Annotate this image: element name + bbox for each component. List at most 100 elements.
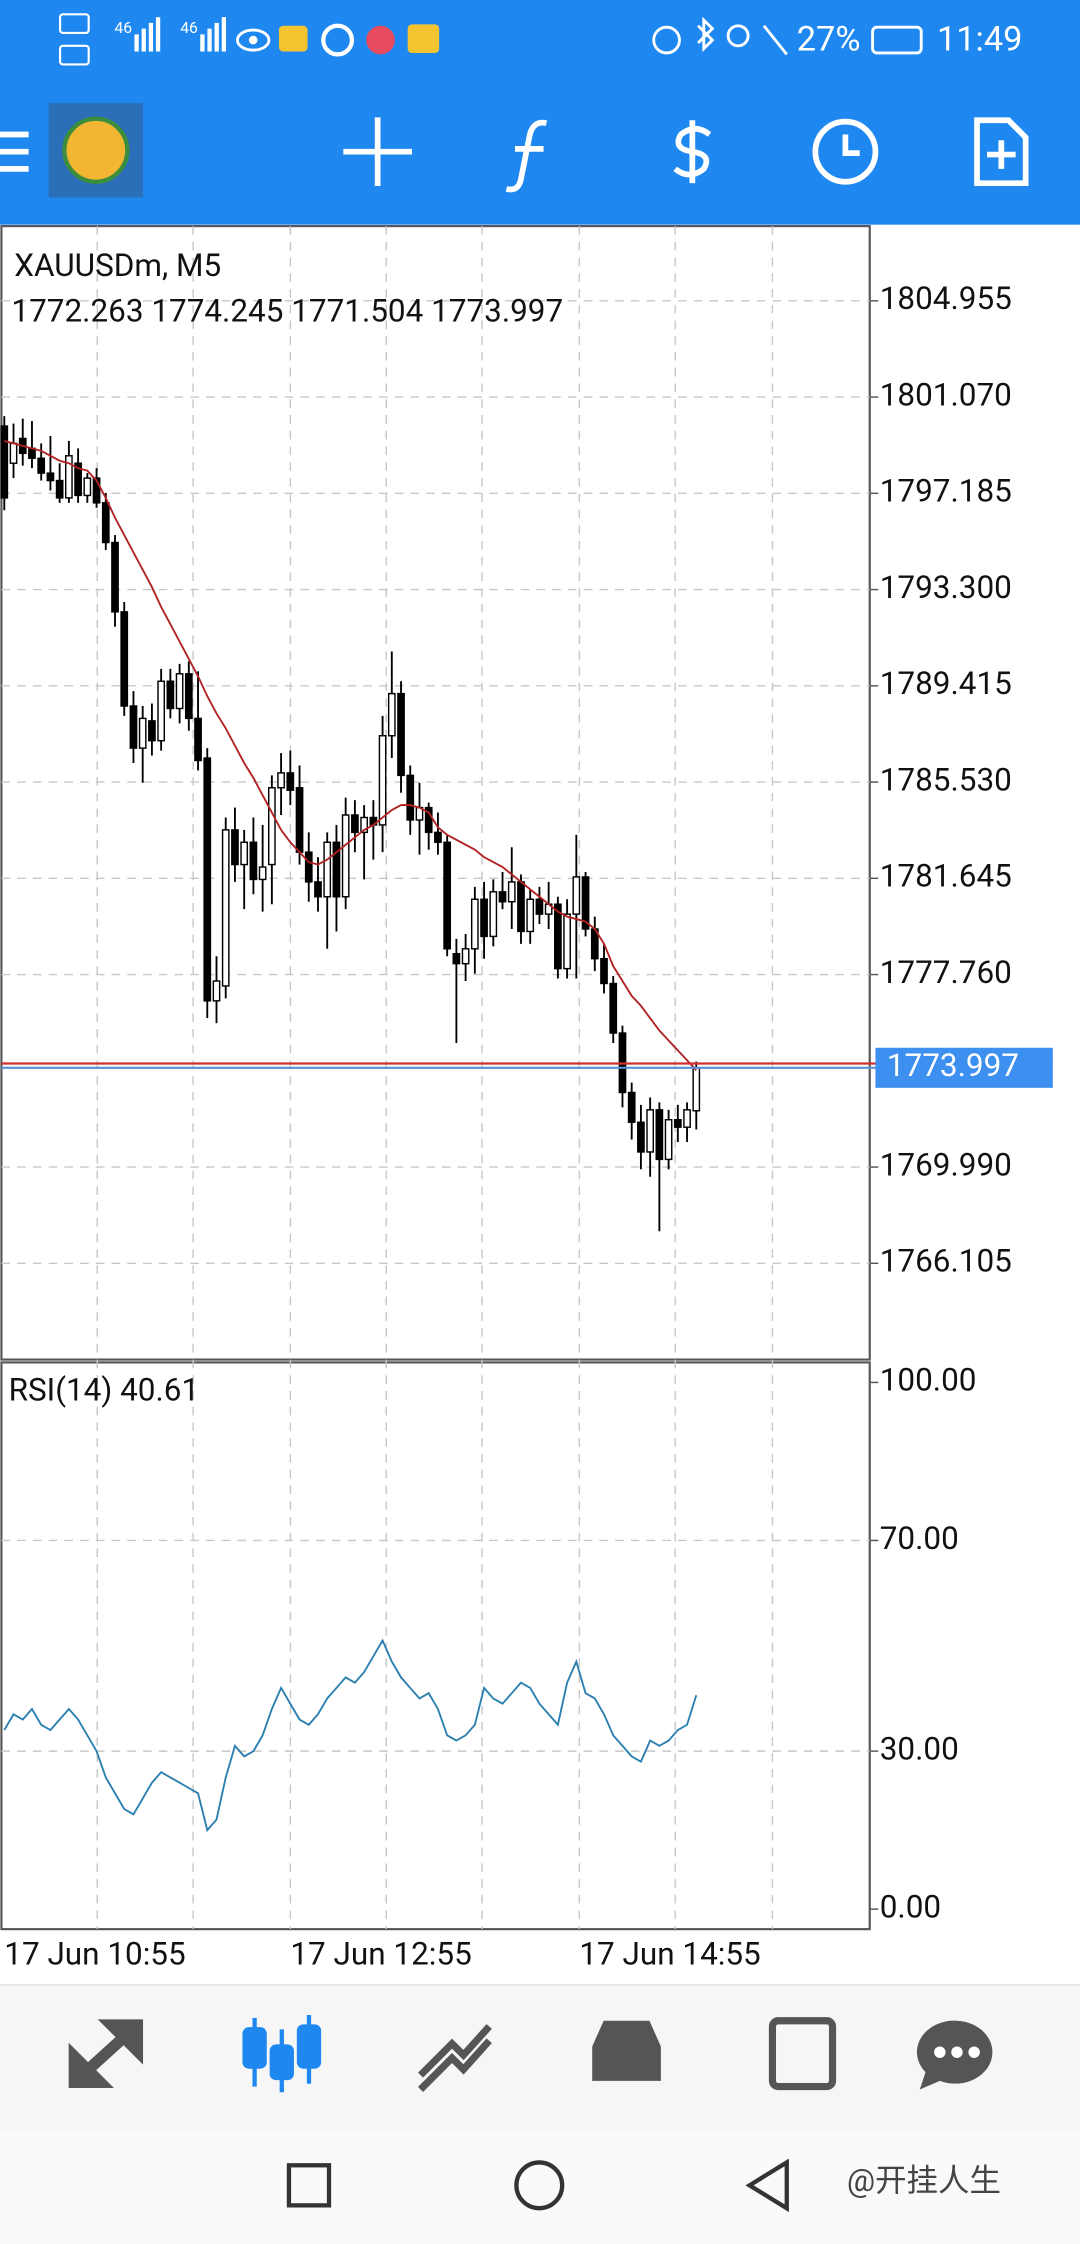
candle-body [101, 502, 110, 544]
trade-button[interactable] [673, 120, 712, 184]
candle-body [692, 1067, 701, 1112]
y-tick-label: 30.00 [880, 1730, 959, 1767]
quotes-tab[interactable] [68, 2019, 144, 2089]
candle-body [655, 1109, 664, 1161]
candle-body [129, 705, 138, 749]
candle-body [46, 472, 55, 482]
chart-tab[interactable] [242, 2015, 322, 2093]
candle-body [498, 891, 507, 903]
candle-body [295, 787, 304, 853]
history-tab[interactable] [592, 2020, 661, 2081]
open-readout: 1772.263 [11, 293, 143, 330]
candle-body [55, 479, 64, 499]
candle-body [397, 692, 405, 777]
recents-button[interactable] [286, 2163, 332, 2208]
candle-body [554, 903, 562, 970]
candle-body [184, 673, 193, 720]
candle-body [0, 425, 9, 499]
y-tick-label: 1766.105 [880, 1243, 1012, 1280]
candle-body [37, 457, 46, 474]
trade-tab[interactable] [418, 2024, 492, 2092]
price-panel [0, 225, 871, 1361]
ohlc-readout: 1772.263 1774.245 1771.504 1773.997 [11, 293, 563, 330]
home-button[interactable] [514, 2160, 565, 2211]
candle-body [83, 477, 92, 497]
candle-body [517, 881, 525, 933]
candle-body [378, 735, 387, 826]
candle-body [65, 455, 73, 499]
menu-button[interactable] [0, 131, 29, 172]
candle-body [120, 611, 129, 707]
vertical-grid [96, 226, 774, 1930]
candle-body [74, 462, 82, 497]
candle-body [203, 757, 212, 1002]
candle-body [277, 772, 285, 789]
candle-body [314, 881, 322, 898]
y-tick-label: 1769.990 [880, 1146, 1012, 1183]
y-tick-label: 70.00 [880, 1520, 959, 1557]
candle-body [637, 1121, 645, 1153]
back-button[interactable] [745, 2158, 789, 2213]
toolbar [0, 103, 1029, 198]
network-label: 46 [114, 18, 132, 37]
rsi-panel [0, 1361, 871, 1931]
y-tick-label: 1801.070 [880, 376, 1012, 413]
battery-level: 27% [797, 20, 861, 60]
candle-body [175, 673, 184, 710]
candle-body [424, 806, 433, 834]
bottom-nav [0, 1984, 1080, 2130]
candle-body [480, 898, 488, 938]
candle-body [304, 851, 313, 883]
crosshair-button[interactable] [343, 117, 412, 187]
period-button[interactable] [812, 118, 879, 185]
price-label-box [875, 1047, 1053, 1088]
candle-body [387, 692, 396, 737]
low-readout: 1771.504 [291, 293, 423, 330]
y-tick-label: 1793.300 [880, 569, 1012, 606]
candle-body [221, 829, 230, 987]
candle-body [535, 898, 544, 915]
candle-body [452, 953, 461, 965]
time-label: 17 Jun 12:55 [290, 1936, 471, 1973]
candle-body [646, 1109, 655, 1153]
candle-body [360, 816, 368, 834]
app-bar [0, 0, 1080, 225]
system-buttons [286, 2158, 789, 2213]
news-tab[interactable] [768, 2017, 837, 2091]
y-tick-label: 1789.415 [880, 665, 1012, 702]
symbol-title: XAUUSDm, M5 [14, 247, 221, 284]
y-tick-label: 1777.760 [880, 954, 1012, 991]
indicators-button[interactable] [505, 119, 547, 193]
candle-body [461, 948, 470, 965]
rsi-line [3, 1638, 698, 1833]
candle-body [673, 1119, 682, 1128]
new-order-button[interactable] [974, 117, 1029, 187]
chat-dots [934, 2046, 980, 2058]
price-label: 1773.997 [887, 1047, 1019, 1084]
y-tick-label: 0.00 [880, 1888, 941, 1925]
candle-body [267, 787, 276, 866]
candle-body [231, 829, 239, 866]
y-tick-label: 1797.185 [880, 473, 1012, 510]
high-readout: 1774.245 [151, 293, 283, 330]
time-label: 17 Jun 14:55 [579, 1936, 760, 1973]
candle-body [332, 841, 341, 898]
candle-body [627, 1091, 636, 1123]
candle-body [157, 680, 166, 742]
candle-body [572, 876, 581, 915]
candle-body [609, 982, 618, 1034]
network-label: 46 [180, 18, 198, 37]
candle-body [138, 717, 147, 749]
rsi-name: RSI(14) [9, 1372, 113, 1409]
candle-body [212, 980, 221, 1002]
candle-body [194, 717, 202, 762]
rsi-value: 40.61 [120, 1372, 199, 1409]
candle-body [563, 913, 571, 970]
plot-layer: 1804.955 1801.070 1797.185 1793.300 1789.415… [0, 280, 1053, 1925]
close-readout: 1773.997 [431, 293, 563, 330]
moving-average [4, 440, 697, 1071]
candle-body [664, 1119, 673, 1161]
candle-body [286, 772, 295, 791]
system-nav [0, 2129, 1080, 2244]
